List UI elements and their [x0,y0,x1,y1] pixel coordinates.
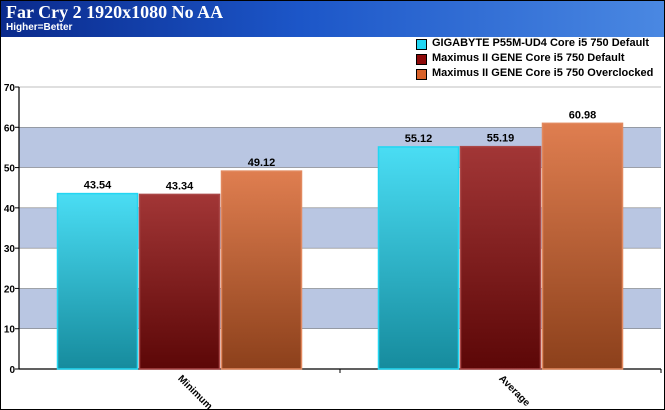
x-category-label: Average [496,373,532,409]
y-tick-label: 0 [9,365,15,376]
data-label: 55.19 [487,133,515,145]
data-label: 49.12 [248,157,276,169]
bar [220,170,303,370]
y-tick-label: 40 [4,204,16,215]
legend-label-maximus-default: Maximus II GENE Core i5 750 Default [432,52,625,64]
y-tick-label: 50 [4,164,16,175]
bar [459,145,542,370]
grid-band [19,87,661,128]
data-label: 60.98 [569,109,597,121]
bars [56,122,624,370]
y-tick-label: 60 [4,123,16,134]
legend-label-maximus-overclocked: Maximus II GENE Core i5 750 Overclocked [432,67,654,79]
y-tick-label: 30 [4,244,16,255]
data-label: 43.54 [84,180,112,192]
y-tick-label: 10 [4,325,16,336]
chart-header: Far Cry 2 1920x1080 No AA Higher=Better [1,1,664,37]
bar [138,193,221,370]
data-label: 55.12 [405,133,433,145]
legend-swatch-maximus-overclocked [416,69,427,80]
data-label: 43.34 [166,180,194,192]
legend-label-gigabyte: GIGABYTE P55M-UD4 Core i5 750 Default [432,37,650,49]
bar [541,122,624,370]
y-tick-label: 20 [4,284,16,295]
bar [56,192,139,370]
legend-swatch-maximus-default [416,54,427,65]
y-tick-label: 70 [4,83,16,94]
data-labels: 43.54 43.34 49.12 55.12 55.19 60.98 [84,109,597,192]
chart-title: Far Cry 2 1920x1080 No AA [6,2,224,22]
chart-subtitle: Higher=Better [6,22,73,33]
x-category-label: Minimum [175,373,214,409]
bar [377,146,460,370]
legend-swatch-gigabyte [416,39,427,50]
